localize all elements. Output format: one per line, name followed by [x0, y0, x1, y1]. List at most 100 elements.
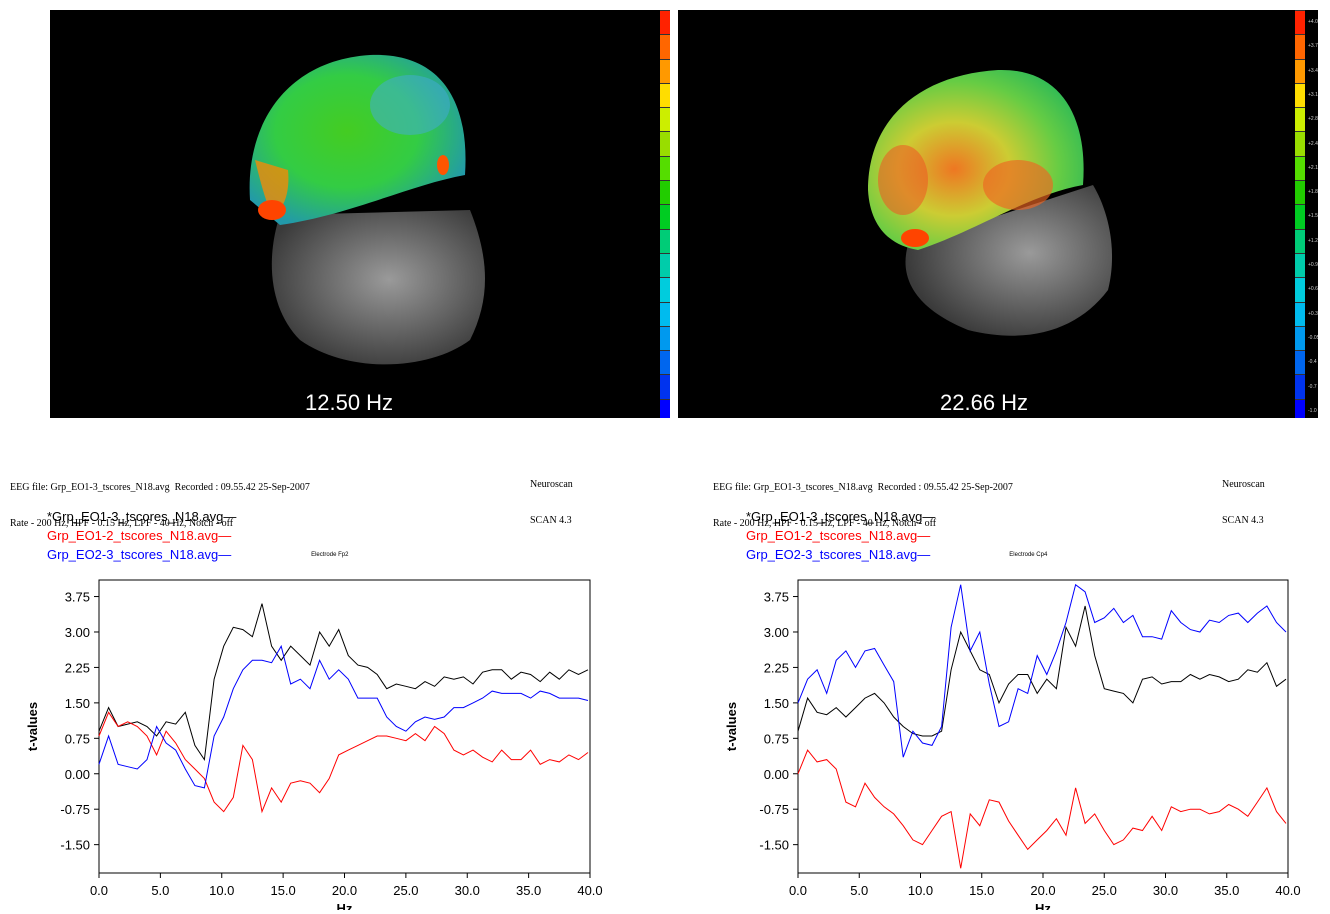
head-map-panel-right: 22.66 Hz +4.0 +3.7 +3.4 +3.1 +2.8 +2.4 +2.1 +1.…: [678, 10, 1318, 418]
eeg-file-line: EEG file: Grp_EO1-3_tscores_N18.avg Reco…: [713, 482, 1013, 493]
frequency-label-right: 22.66 Hz: [940, 390, 1029, 415]
plot-frame: [98, 579, 591, 874]
series-line: [797, 749, 1287, 869]
legend-entry-red: Grp_EO1-2_tscores_N18.avg—: [47, 528, 232, 543]
color-scale-cell: [1295, 277, 1305, 302]
x-axis-label: Hz: [1035, 901, 1051, 910]
color-scale-tick-label: +0.3: [1308, 310, 1318, 317]
series-line: [797, 605, 1287, 737]
x-tick-label: 5.0: [151, 883, 169, 898]
software-info-left: Neuroscan SCAN 4.3: [530, 455, 573, 539]
color-scale-cell: [660, 34, 670, 59]
color-scale-cell: [660, 131, 670, 156]
eeg-rate-line: Rate - 200 Hz, HPF - 0.15 Hz, LPF - 40 H…: [10, 518, 234, 529]
color-scale-cell: [660, 58, 670, 83]
color-scale-cell: [660, 107, 670, 132]
color-scale-cell: [1295, 180, 1305, 205]
color-scale-cell: [1295, 58, 1305, 83]
x-tick-label: 30.0: [1153, 883, 1178, 898]
color-scale-cell: [660, 350, 670, 375]
x-tick-label: 40.0: [577, 883, 602, 898]
x-tick-label: 35.0: [1214, 883, 1239, 898]
color-scale-cell: [1295, 350, 1305, 375]
legend-left: *Grp_EO1-3_tscores_N18.avg— Grp_EO1-2_ts…: [47, 507, 236, 564]
color-scale-cell: [660, 301, 670, 326]
color-scale-tick-label: +2.4: [1308, 140, 1318, 147]
color-scale-cell: [1295, 301, 1305, 326]
color-scale-tick-label: -1.0: [1308, 407, 1317, 414]
legend-entry-red: Grp_EO1-2_tscores_N18.avg—: [746, 528, 931, 543]
y-tick-label: 2.25: [764, 660, 789, 675]
color-scale-tick-label: +0.9: [1308, 262, 1318, 268]
y-tick-label: -0.75: [60, 802, 90, 817]
color-scale-tick-label: +3.1: [1308, 91, 1318, 98]
line-chart-fp2: Electrode Fp2 3.75 3.00 2.25 1.50 0.75 0.00 -0.…: [25, 552, 603, 910]
plot-frame: [797, 579, 1289, 874]
y-axis-label: t-values: [724, 702, 739, 751]
y-tick-label: 2.25: [65, 660, 90, 675]
color-scale-tick-label: -0.7: [1308, 383, 1317, 390]
series-line: [98, 603, 589, 761]
y-tick-label: 3.75: [764, 590, 789, 605]
color-scale-tick-label: -0.05: [1308, 334, 1318, 341]
color-scale-cell: [660, 228, 670, 253]
y-tick-label: -1.50: [759, 838, 789, 853]
eeg-file-line: EEG file: Grp_EO1-3_tscores_N18.avg Reco…: [10, 482, 310, 493]
color-scale-tick-label: +1.8: [1308, 189, 1318, 196]
color-scale-cell: [1295, 398, 1305, 418]
x-tick-label: 10.0: [908, 883, 933, 898]
color-scale-cell: [1295, 34, 1305, 59]
color-scale-tick-label: +2.8: [1308, 116, 1318, 123]
y-tick-label: -0.75: [759, 802, 789, 817]
software-info-right: Neuroscan SCAN 4.3: [1222, 455, 1265, 539]
legend-entry-blue: Grp_EO2-3_tscores_N18.avg—: [47, 547, 232, 562]
color-scale-left: +4.0+3.7+3.4+3.1+2.8+2.4+2.1+1.8+1.5+1.2…: [660, 10, 670, 418]
color-scale-tick-label: +2.1: [1308, 164, 1318, 171]
x-tick-label: 15.0: [270, 883, 295, 898]
x-tick-label: 20.0: [1030, 883, 1055, 898]
x-tick-label: 20.0: [332, 883, 357, 898]
color-scale-cell: [1295, 252, 1305, 278]
color-scale-cell: [660, 398, 670, 418]
x-tick-label: 10.0: [209, 883, 234, 898]
x-tick-label: 15.0: [969, 883, 994, 898]
y-tick-label: 3.00: [764, 625, 789, 640]
x-tick-label: 35.0: [516, 883, 541, 898]
color-scale-right: +4.0 +3.7 +3.4 +3.1 +2.8 +2.4 +2.1 +1.8 +1.5 +1.2…: [1295, 10, 1318, 418]
color-scale-cell: [660, 10, 670, 35]
color-scale-tick-label: +3.7: [1308, 43, 1318, 50]
y-tick-label: 3.00: [65, 625, 90, 640]
color-scale-cell: [660, 325, 670, 351]
y-tick-label: 0.00: [65, 767, 90, 782]
color-scale-cell: [660, 374, 670, 399]
color-scale-cell: [660, 155, 670, 181]
x-tick-label: 30.0: [455, 883, 480, 898]
color-scale-cell: [1295, 228, 1305, 253]
series-line: [98, 644, 589, 789]
color-scale-tick-label: +3.4: [1308, 67, 1318, 74]
x-tick-label: 0.0: [90, 883, 108, 898]
color-scale-cell: [1295, 204, 1305, 229]
color-scale-tick-label: +0.6: [1308, 286, 1318, 293]
head-render-right: [868, 69, 1113, 336]
eeg-file-info-right: EEG file: Grp_EO1-3_tscores_N18.avg Reco…: [713, 458, 1013, 542]
series-line: [797, 583, 1287, 758]
color-scale-tick-label: +1.2: [1308, 237, 1318, 244]
color-scale-cell: [1295, 107, 1305, 132]
x-tick-label: 40.0: [1275, 883, 1300, 898]
color-scale-cell: [1295, 82, 1305, 108]
color-scale-cell: [1295, 131, 1305, 156]
color-scale-cell: [660, 204, 670, 229]
software-version: SCAN 4.3: [530, 515, 572, 526]
eeg-file-info-left: EEG file: Grp_EO1-3_tscores_N18.avg Reco…: [10, 458, 310, 542]
color-scale-cell: [660, 252, 670, 278]
legend-entry-black: *Grp_EO1-3_tscores_N18.avg—: [47, 509, 237, 524]
y-tick-label: 1.50: [764, 696, 789, 711]
y-tick-label: -1.50: [60, 838, 90, 853]
head-map-panel-left: 12.50 Hz +4.0+3.7+3.4+3.1+2.8+2.4+2.1+1.…: [50, 10, 670, 418]
y-axis-label: t-values: [25, 702, 40, 751]
x-tick-label: 0.0: [789, 883, 807, 898]
color-scale-cell: [1295, 374, 1305, 399]
eeg-rate-line: Rate - 200 Hz, HPF - 0.15 Hz, LPF - 40 H…: [713, 518, 937, 529]
color-scale-cell: [660, 82, 670, 108]
